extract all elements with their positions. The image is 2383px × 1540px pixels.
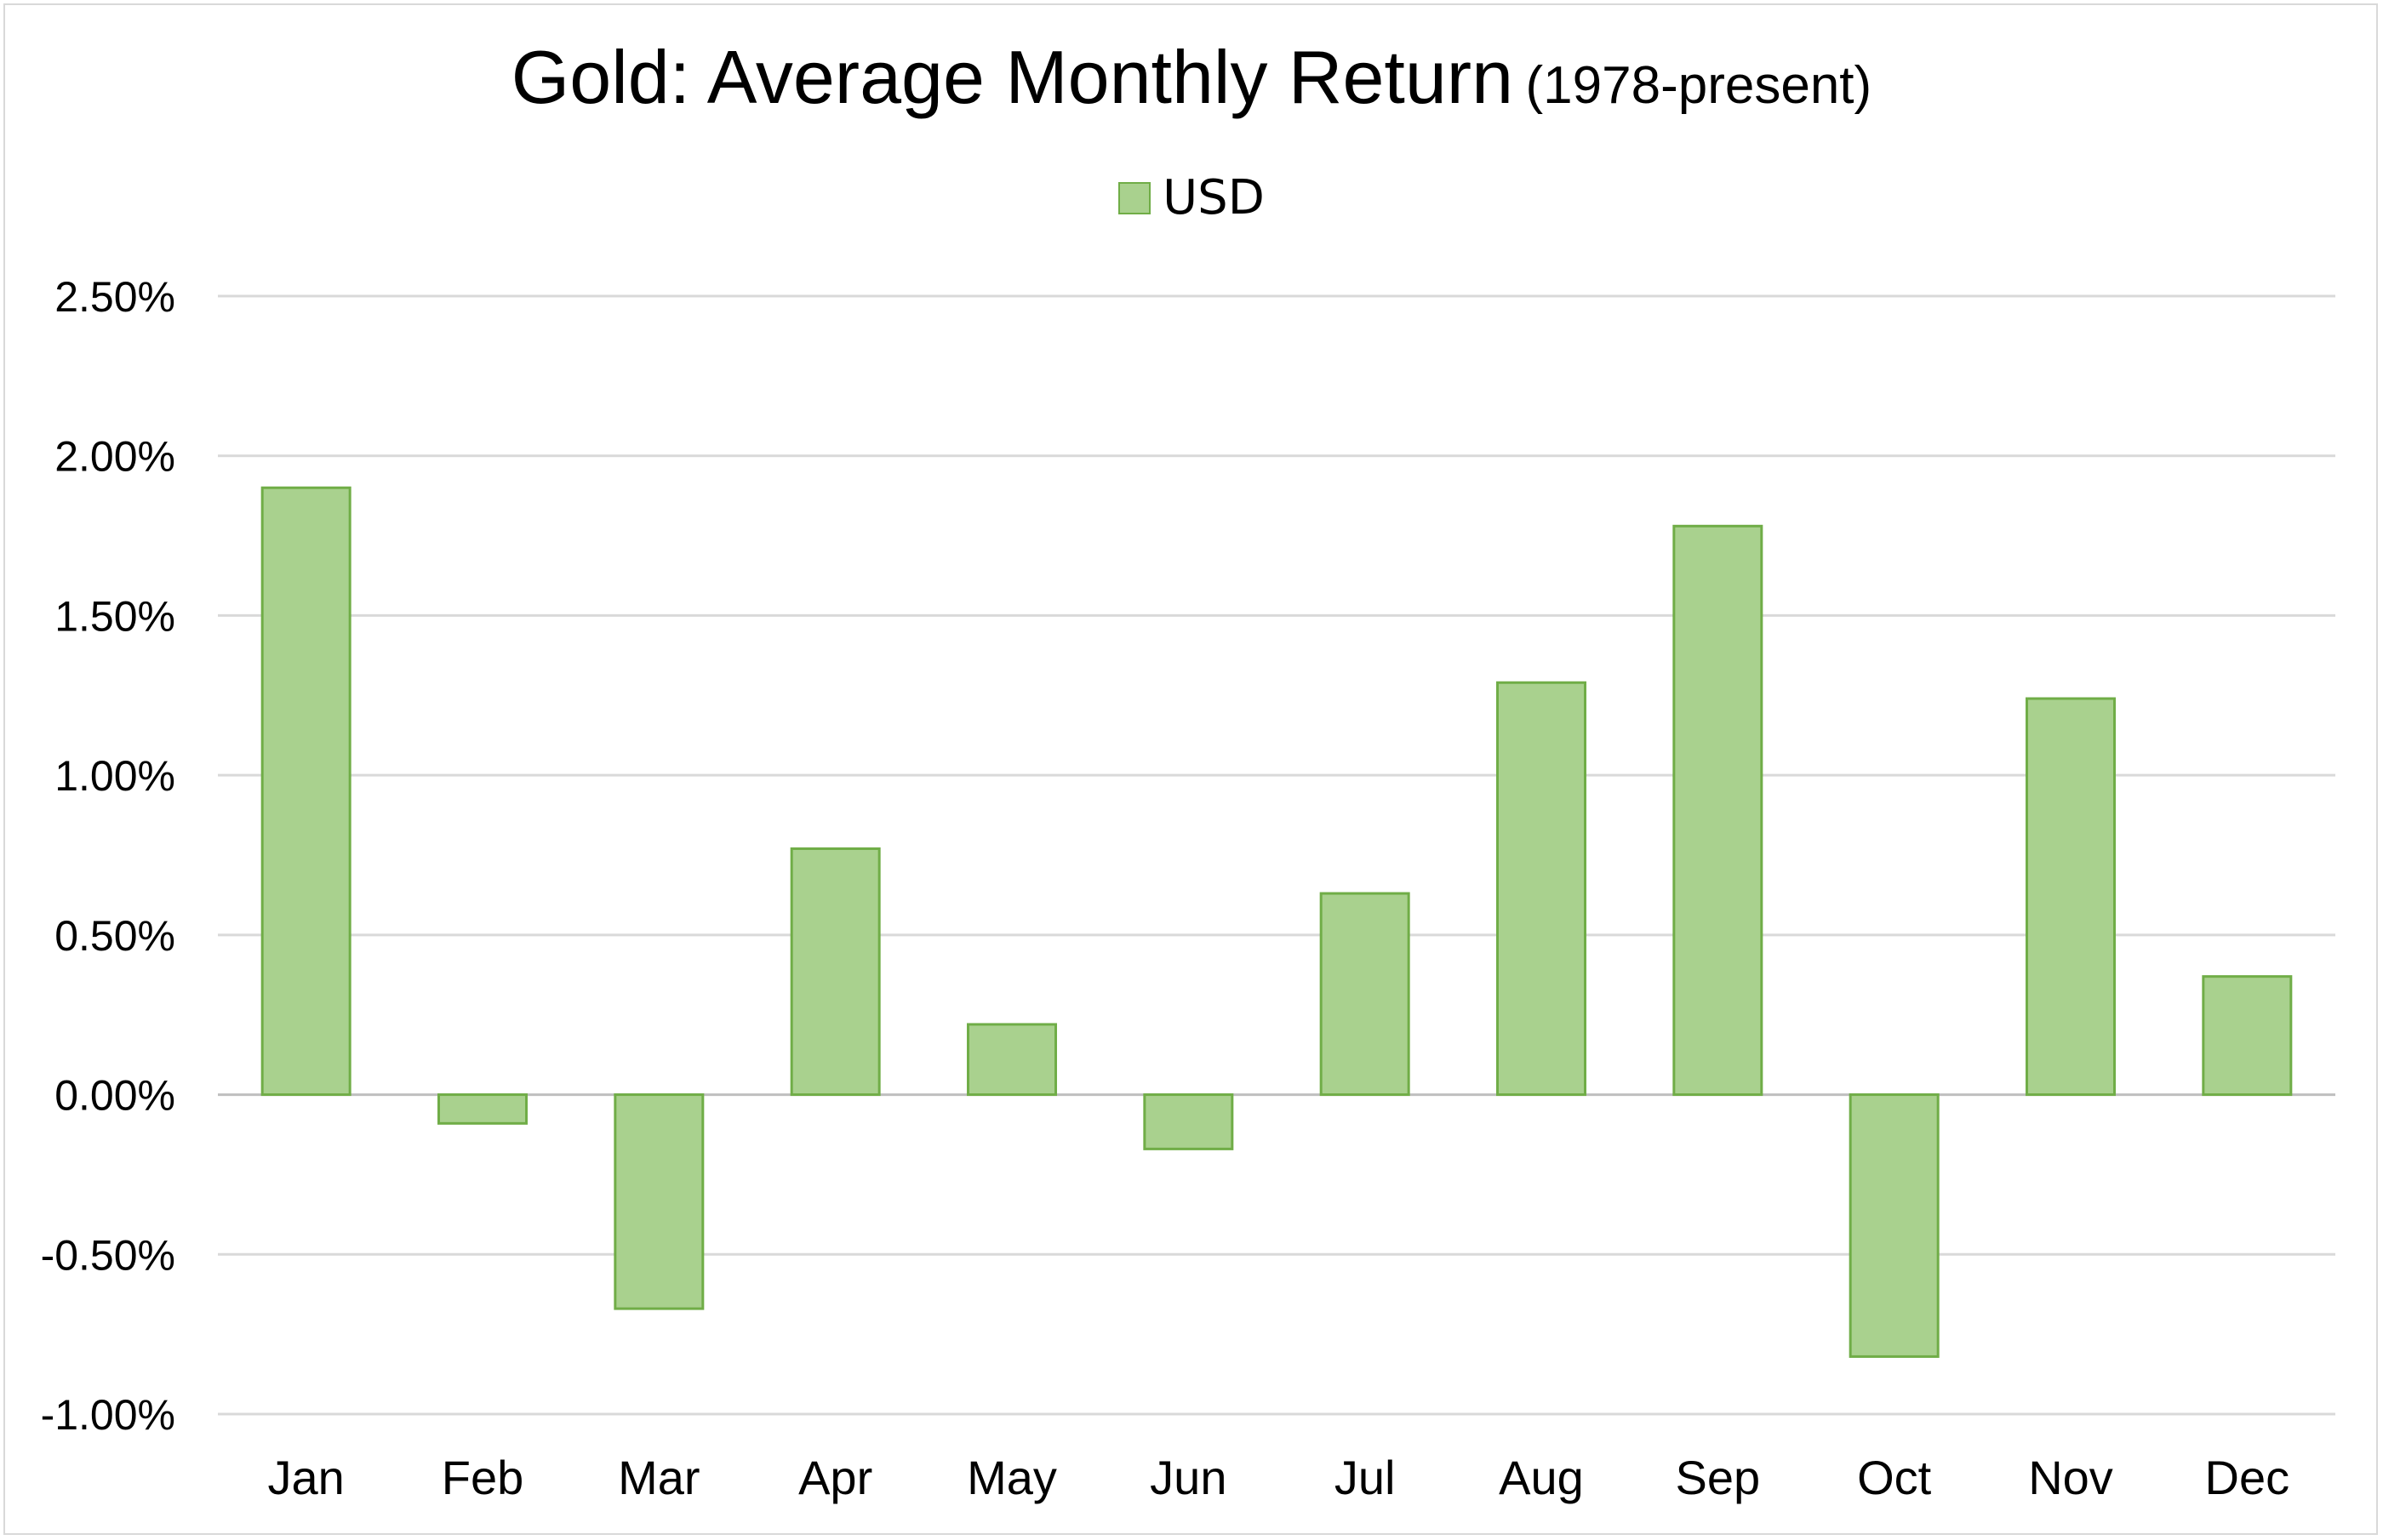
x-tick-label: Jun bbox=[1150, 1451, 1226, 1504]
y-tick-label: 0.50% bbox=[54, 912, 175, 960]
y-tick-label: -0.50% bbox=[41, 1231, 175, 1279]
x-tick-label: Sep bbox=[1676, 1451, 1761, 1504]
bar-jan bbox=[260, 486, 351, 1097]
chart-legend: USD bbox=[0, 170, 2383, 225]
chart-frame bbox=[3, 3, 2378, 1535]
y-tick-label: 0.00% bbox=[54, 1072, 175, 1120]
x-tick-label: Jan bbox=[268, 1451, 345, 1504]
bars bbox=[260, 486, 2293, 1358]
x-axis-categories: Jan Feb Mar Apr May Jun Jul Aug Sep Oct Nov Dec bbox=[268, 1451, 2290, 1504]
bar-apr bbox=[790, 847, 881, 1097]
x-tick-label: Oct bbox=[1857, 1451, 1932, 1504]
x-tick-label: Feb bbox=[442, 1451, 524, 1504]
gridlines bbox=[218, 294, 2335, 1416]
y-axis-ticks: 2.50% 2.00% 1.50% 1.00% 0.50% 0.00% -0.50% -1.0… bbox=[41, 273, 175, 1439]
chart-subtitle: (1978-present) bbox=[1525, 56, 1872, 115]
bar-dec bbox=[2202, 975, 2293, 1097]
bar-feb bbox=[437, 1093, 528, 1125]
chart-title-block: Gold: Average Monthly Return (1978-prese… bbox=[0, 34, 2383, 121]
bar-nov bbox=[2026, 697, 2116, 1097]
legend-label-usd: USD bbox=[1163, 170, 1265, 225]
bar-aug bbox=[1496, 681, 1586, 1097]
x-tick-label: Mar bbox=[618, 1451, 700, 1504]
y-tick-label: 1.50% bbox=[54, 592, 175, 640]
x-tick-label: Jul bbox=[1334, 1451, 1396, 1504]
bar-may bbox=[967, 1023, 1057, 1097]
bar-jul bbox=[1319, 892, 1410, 1097]
y-tick-label: 2.50% bbox=[54, 273, 175, 321]
x-tick-label: Nov bbox=[2028, 1451, 2113, 1504]
x-tick-label: Apr bbox=[798, 1451, 872, 1504]
bar-jun bbox=[1143, 1093, 1234, 1150]
y-tick-label: -1.00% bbox=[41, 1391, 175, 1439]
x-tick-label: Dec bbox=[2205, 1451, 2290, 1504]
legend-swatch-usd bbox=[1118, 181, 1151, 214]
y-tick-label: 2.00% bbox=[54, 433, 175, 481]
bar-sep bbox=[1672, 524, 1763, 1097]
y-tick-label: 1.00% bbox=[54, 752, 175, 800]
x-tick-label: Aug bbox=[1499, 1451, 1584, 1504]
bar-oct bbox=[1849, 1093, 1940, 1358]
x-tick-label: May bbox=[967, 1451, 1057, 1504]
bar-mar bbox=[614, 1093, 705, 1310]
chart-title: Gold: Average Monthly Return bbox=[511, 35, 1514, 119]
